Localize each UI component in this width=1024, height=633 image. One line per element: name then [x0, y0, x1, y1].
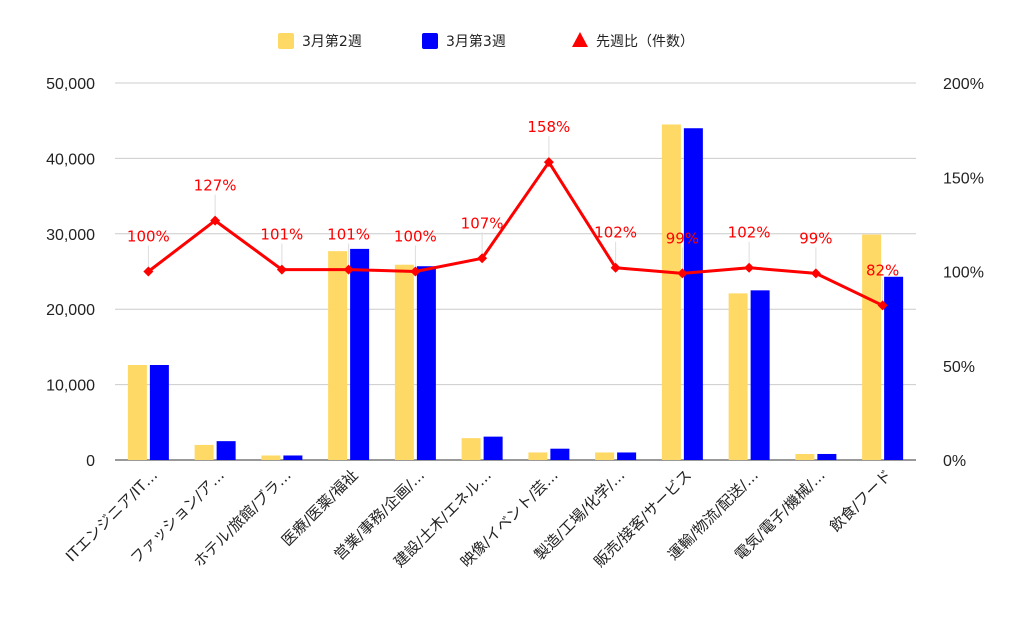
ratio-line: [147, 160, 884, 307]
legend-swatch: [278, 33, 294, 49]
bar-week2: [461, 438, 481, 460]
right-axis-tick-label: 100%: [943, 265, 984, 282]
bar-week2: [795, 453, 815, 460]
ratio-point: [143, 266, 154, 277]
bar-week3: [416, 266, 436, 460]
ratio-point: [276, 264, 287, 275]
ratio-point: [543, 157, 554, 168]
left-axis-tick-label: 40,000: [46, 151, 95, 168]
legend-label: 3月第2週: [302, 33, 362, 50]
bar-week3: [817, 453, 837, 460]
right-axis-tick-label: 200%: [943, 76, 984, 93]
ratio-data-label: 99%: [666, 229, 699, 247]
ratio-point: [744, 262, 755, 273]
bar-week3: [283, 455, 303, 460]
bar-week3: [149, 364, 169, 460]
right-axis: 0% 50% 100% 150% 200%: [943, 76, 984, 470]
left-axis-tick-label: 50,000: [46, 76, 95, 93]
legend-label: 3月第3週: [446, 33, 506, 50]
bar-week3: [483, 436, 503, 460]
left-axis-tick-label: 0: [86, 453, 95, 470]
right-axis-tick-label: 0%: [943, 453, 966, 470]
ratio-data-label: 102%: [728, 224, 771, 242]
legend-triangle-marker: [572, 32, 588, 47]
ratio-point: [410, 266, 421, 277]
left-axis: 0 10,000 20,000 30,000 40,000 50,000: [46, 76, 95, 470]
left-axis-tick-label: 20,000: [46, 302, 95, 319]
category-label: 飲食/フード: [826, 466, 895, 535]
category-labels: ITエンジニア/IT…ファッション/ア…ホテル/旅館/ブラ…医療/医薬/福祉営業…: [62, 466, 895, 571]
bar-week3: [884, 276, 904, 460]
bar-week2: [661, 124, 681, 460]
bar-week3: [350, 248, 370, 460]
bar-week2: [261, 455, 281, 460]
right-axis-tick-label: 150%: [943, 170, 984, 187]
ratio-data-label: 100%: [127, 228, 170, 246]
legend: 3月第2週 3月第3週 先週比（件数）: [278, 32, 694, 50]
bar-week3: [683, 128, 703, 461]
bar-week2: [595, 452, 615, 460]
ratio-point: [677, 268, 688, 279]
left-axis-tick-label: 30,000: [46, 227, 95, 244]
ratio-point: [810, 268, 821, 279]
bar-week3: [750, 290, 770, 460]
bar-week2: [528, 452, 548, 460]
left-axis-tick-label: 10,000: [46, 378, 95, 395]
right-axis-tick-label: 50%: [943, 359, 975, 376]
bar-week2: [328, 251, 348, 460]
ratio-data-label: 127%: [194, 177, 237, 195]
bar-week2: [728, 293, 748, 460]
ratio-point: [610, 262, 621, 273]
ratio-data-label: 101%: [260, 226, 303, 244]
bar-week3: [617, 452, 637, 460]
ratio-point: [477, 253, 488, 264]
bar-week2: [194, 444, 214, 460]
ratio-point: [210, 215, 221, 226]
ratio-point: [343, 264, 354, 275]
ratio-data-label: 82%: [866, 261, 899, 279]
bar-week2: [394, 264, 414, 460]
ratio-data-label: 100%: [394, 228, 437, 246]
bar-week2: [862, 234, 882, 460]
ratio-data-label: 107%: [461, 214, 504, 232]
ratio-data-label: 99%: [799, 229, 832, 247]
ratio-data-label: 158%: [527, 118, 570, 136]
ratio-line-layer: 100% 127% 101% 101% 100% 107% 158% 102% 99% 102% 9…: [127, 118, 899, 311]
gridlines: [115, 82, 916, 461]
bars: [127, 124, 904, 461]
bar-week3: [216, 441, 236, 460]
bar-week3: [550, 448, 570, 460]
ratio-data-label: 101%: [327, 226, 370, 244]
legend-swatch: [422, 33, 438, 49]
ratio-point: [877, 300, 888, 311]
legend-label: 先週比（件数）: [596, 34, 694, 50]
ratio-data-label: 102%: [594, 224, 637, 242]
bar-week2: [127, 364, 147, 460]
